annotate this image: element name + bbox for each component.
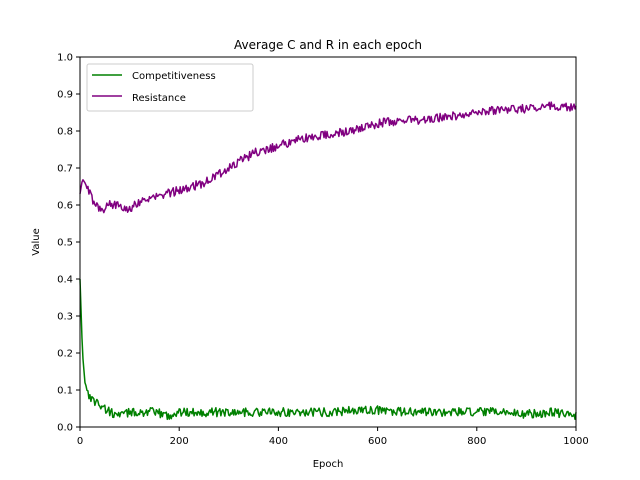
x-tick-label: 600 — [368, 436, 387, 447]
series-line-resistance — [79, 101, 577, 214]
legend-box — [86, 63, 254, 112]
y-tick-label: 0.0 — [57, 423, 73, 434]
y-axis: 0.0 0.1 0.2 0.3 0.4 0.5 0.6 0.7 0.8 0.9 1.0 — [57, 53, 80, 434]
y-axis-label: Value — [31, 228, 42, 255]
x-axis: 0 200 400 600 800 1000 — [77, 427, 589, 447]
y-tick-label: 0.1 — [57, 386, 73, 397]
x-tick-label: 0 — [77, 436, 83, 447]
x-tick-label: 800 — [467, 436, 486, 447]
y-tick-label: 0.3 — [57, 312, 73, 323]
x-tick-label: 200 — [170, 436, 189, 447]
y-tick-label: 0.4 — [57, 275, 73, 286]
legend-label-resistance: Resistance — [132, 93, 186, 104]
legend-label-competitiveness: Competitiveness — [132, 71, 216, 82]
y-tick-label: 0.8 — [57, 127, 73, 138]
y-tick-label: 0.2 — [57, 349, 73, 360]
y-tick-label: 0.5 — [57, 238, 73, 249]
y-tick-label: 1.0 — [57, 53, 73, 64]
x-tick-label: 400 — [269, 436, 288, 447]
series-line-competitiveness — [79, 278, 577, 421]
x-axis-label: Epoch — [313, 459, 344, 470]
legend: Competitiveness Resistance — [86, 63, 254, 112]
y-tick-label: 0.9 — [57, 90, 73, 101]
chart-title: Average C and R in each epoch — [234, 38, 422, 52]
y-tick-label: 0.7 — [57, 164, 73, 175]
x-tick-label: 1000 — [563, 436, 588, 447]
series-lines — [79, 101, 577, 421]
y-tick-label: 0.6 — [57, 201, 73, 212]
